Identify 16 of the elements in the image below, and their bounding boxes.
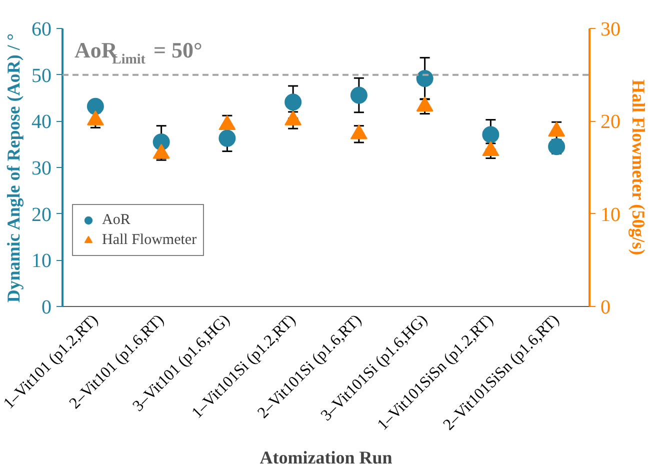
y-tick-label: 0 (42, 296, 52, 318)
y-axis-title: Dynamic Angle of Repose (AoR) / ° (4, 33, 24, 303)
y2-tick-label: 20 (600, 111, 620, 134)
y-tick-label: 20 (32, 204, 52, 226)
y2-axis-title: Hall Flowmeter (50g/s) (628, 80, 648, 256)
legend-label: Hall Flowmeter (102, 232, 197, 248)
y-tick-label: 40 (32, 111, 52, 134)
y2-tick-label: 0 (600, 296, 610, 318)
y-tick-label: 60 (32, 18, 52, 40)
y-tick-label: 50 (32, 64, 52, 87)
y2-tick-label: 10 (600, 204, 620, 226)
x-axis-title: Atomization Run (260, 448, 392, 468)
y2-tick-label: 30 (600, 18, 620, 40)
legend-label: AoR (102, 212, 130, 228)
y-tick-label: 30 (32, 158, 52, 180)
y-tick-label: 10 (32, 250, 52, 272)
